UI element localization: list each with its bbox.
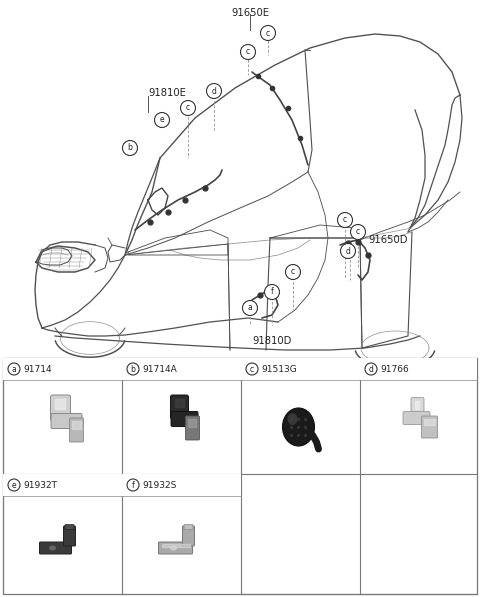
Text: 91513G: 91513G [261, 365, 297, 374]
Text: d: d [369, 365, 373, 374]
Text: c: c [356, 227, 360, 236]
Circle shape [8, 363, 20, 375]
Text: c: c [250, 365, 254, 374]
Bar [241, 358, 360, 380]
FancyBboxPatch shape [185, 416, 200, 440]
Text: f: f [132, 481, 134, 490]
Ellipse shape [170, 546, 177, 550]
Bar [122, 358, 241, 380]
Circle shape [337, 213, 352, 227]
Text: c: c [246, 48, 250, 57]
Text: c: c [186, 103, 190, 112]
Circle shape [340, 244, 356, 259]
FancyBboxPatch shape [39, 542, 72, 554]
Ellipse shape [283, 408, 314, 446]
Bar [3, 358, 122, 380]
Circle shape [242, 300, 257, 315]
FancyBboxPatch shape [158, 542, 192, 554]
Bar [122, 474, 241, 496]
Text: 91766: 91766 [380, 365, 409, 374]
FancyBboxPatch shape [50, 395, 71, 421]
Text: c: c [343, 216, 347, 224]
Circle shape [180, 100, 195, 115]
Text: a: a [248, 303, 252, 312]
Text: 91932T: 91932T [23, 481, 57, 490]
Text: f: f [271, 288, 274, 297]
FancyBboxPatch shape [65, 525, 74, 530]
FancyBboxPatch shape [70, 418, 84, 442]
FancyBboxPatch shape [403, 411, 430, 424]
Text: e: e [12, 481, 16, 490]
Circle shape [155, 112, 169, 128]
Text: 91714A: 91714A [142, 365, 177, 374]
Text: b: b [131, 365, 135, 374]
Text: c: c [291, 267, 295, 276]
FancyBboxPatch shape [171, 411, 198, 426]
Circle shape [206, 84, 221, 99]
Bar [3, 474, 122, 496]
Circle shape [286, 264, 300, 279]
Circle shape [127, 363, 139, 375]
FancyBboxPatch shape [184, 525, 193, 530]
Circle shape [365, 363, 377, 375]
Circle shape [246, 363, 258, 375]
FancyBboxPatch shape [411, 398, 424, 417]
Text: 91810D: 91810D [252, 336, 292, 346]
Text: 91650E: 91650E [231, 8, 269, 18]
Ellipse shape [49, 546, 56, 550]
Circle shape [261, 26, 276, 41]
FancyBboxPatch shape [51, 414, 82, 429]
Text: d: d [346, 247, 350, 256]
Text: 91932S: 91932S [142, 481, 176, 490]
Text: c: c [266, 29, 270, 38]
Circle shape [8, 479, 20, 491]
Ellipse shape [288, 413, 298, 425]
Circle shape [122, 140, 137, 155]
Text: b: b [128, 143, 132, 152]
Text: e: e [160, 115, 164, 125]
Circle shape [127, 479, 139, 491]
Circle shape [264, 285, 279, 300]
FancyBboxPatch shape [182, 526, 194, 546]
FancyBboxPatch shape [421, 416, 437, 438]
Bar [3, 358, 477, 594]
Text: 91714: 91714 [23, 365, 52, 374]
FancyBboxPatch shape [63, 526, 75, 546]
Circle shape [350, 224, 365, 239]
Text: a: a [12, 365, 16, 374]
Text: d: d [212, 87, 216, 96]
Text: 91810E: 91810E [148, 88, 186, 98]
FancyBboxPatch shape [170, 395, 189, 419]
Bar [360, 358, 477, 380]
Text: 91650D: 91650D [368, 235, 408, 245]
Circle shape [240, 45, 255, 60]
